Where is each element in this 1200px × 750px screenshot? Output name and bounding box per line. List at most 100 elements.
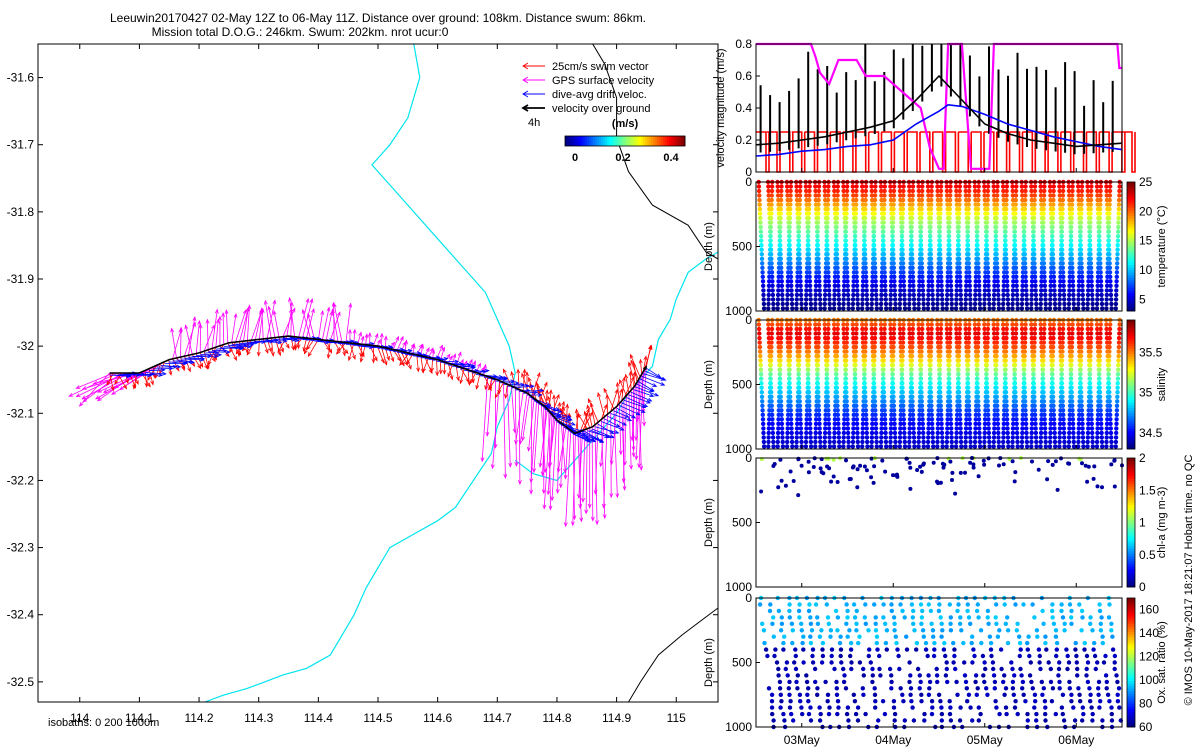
- temperature-point: [860, 297, 865, 302]
- temperature-point: [1116, 229, 1121, 234]
- temperature-point: [1021, 225, 1026, 230]
- gps-vector-head: [584, 509, 589, 515]
- swim-vector-head: [585, 411, 589, 417]
- gps-vector-head: [420, 343, 425, 349]
- temperature-point: [860, 292, 865, 298]
- temperature-point: [814, 225, 820, 230]
- gps-vector: [518, 393, 528, 446]
- swim-vector: [447, 364, 453, 378]
- salinity-point: [927, 353, 932, 359]
- temperature-point: [826, 288, 832, 293]
- temperature-point: [880, 220, 885, 225]
- temperature-point: [881, 238, 886, 243]
- temperature-point: [992, 197, 997, 203]
- salinity-point: [813, 340, 819, 345]
- temperature-point: [804, 211, 810, 216]
- salinity-point: [834, 372, 839, 377]
- temperature-point: [899, 220, 904, 225]
- temperature-point: [831, 184, 837, 189]
- temperature-point: [1060, 265, 1066, 270]
- salinity-point: [871, 372, 876, 377]
- gps-vector-head: [490, 464, 495, 470]
- swim-vector: [144, 370, 149, 388]
- temperature-point: [777, 234, 782, 239]
- temperature-point: [846, 306, 851, 311]
- temperature-point: [807, 283, 813, 288]
- salinity-point: [911, 421, 916, 426]
- temperature-point: [1094, 306, 1100, 311]
- temperature-point: [789, 297, 795, 302]
- salinity-point: [888, 430, 893, 436]
- salinity-point: [794, 322, 799, 327]
- temperature-point: [766, 297, 771, 302]
- swim-vector-head: [235, 349, 240, 355]
- temperature-point: [956, 238, 961, 243]
- swim-vector-shaft: [628, 362, 636, 386]
- temperature-point: [869, 301, 874, 307]
- temperature-point: [910, 184, 916, 189]
- temperature-point: [825, 265, 831, 270]
- temperature-point: [844, 261, 849, 266]
- salinity-point: [788, 412, 794, 417]
- temperature-point: [899, 234, 905, 239]
- salinity-point: [899, 367, 904, 372]
- temperature-point: [880, 215, 885, 221]
- temperature-point: [1115, 234, 1121, 239]
- gps-vector: [198, 323, 203, 353]
- swim-vector-shaft: [630, 354, 641, 378]
- gps-vector-shaft: [243, 308, 249, 342]
- salinity-point: [804, 435, 809, 440]
- temperature-point: [917, 220, 923, 225]
- salinity-point: [788, 394, 793, 399]
- salinity-point: [860, 435, 865, 440]
- temperature-point: [1042, 288, 1048, 293]
- temperature-point: [902, 306, 908, 311]
- temperature-point: [911, 283, 916, 288]
- swim-vector-head: [146, 382, 151, 388]
- swim-vector-shaft: [159, 361, 166, 374]
- temperature-point: [813, 297, 818, 302]
- temperature-point: [870, 211, 875, 216]
- vector-group: [68, 296, 667, 528]
- temperature-point: [852, 229, 857, 234]
- temperature-point: [864, 288, 869, 293]
- temperature-point: [869, 184, 874, 189]
- gps-vector: [550, 419, 558, 502]
- temperature-point: [1057, 306, 1062, 311]
- salinity-point: [874, 430, 879, 436]
- temperature-point: [1013, 247, 1018, 252]
- salinity-point: [854, 403, 859, 408]
- gps-vector-head: [211, 324, 215, 330]
- temperature-point: [779, 184, 784, 189]
- temperature-point: [958, 283, 963, 288]
- swim-vector-head: [110, 386, 115, 392]
- temperature-point: [1032, 261, 1037, 266]
- gps-vector-head: [622, 461, 627, 466]
- temperature-point: [1024, 306, 1030, 311]
- drift-vector-shaft: [113, 374, 131, 377]
- gps-vector-head: [629, 464, 634, 470]
- gps-vector-head: [581, 497, 585, 503]
- gps-vector-head: [532, 468, 537, 474]
- salinity-point: [832, 435, 837, 440]
- gps-vector: [318, 309, 325, 340]
- salinity-point: [878, 444, 884, 449]
- temperature-point: [954, 193, 959, 198]
- swim-vector: [430, 358, 434, 373]
- gps-vector: [272, 309, 280, 338]
- temperature-point: [869, 193, 875, 198]
- temperature-ytick-label: 500: [732, 240, 752, 254]
- salinity-point: [769, 390, 774, 395]
- temperature-point: [798, 288, 804, 293]
- gps-vector: [203, 324, 215, 352]
- temperature-point: [853, 247, 858, 252]
- temperature-point: [827, 292, 832, 298]
- temperature-point: [871, 229, 876, 234]
- salinity-point: [869, 435, 875, 440]
- temperature-point: [1115, 261, 1120, 266]
- salinity-point: [796, 362, 801, 368]
- temperature-point: [758, 220, 763, 225]
- temperature-point: [918, 229, 923, 234]
- swim-vector-head: [373, 356, 378, 362]
- temperature-point: [879, 288, 884, 293]
